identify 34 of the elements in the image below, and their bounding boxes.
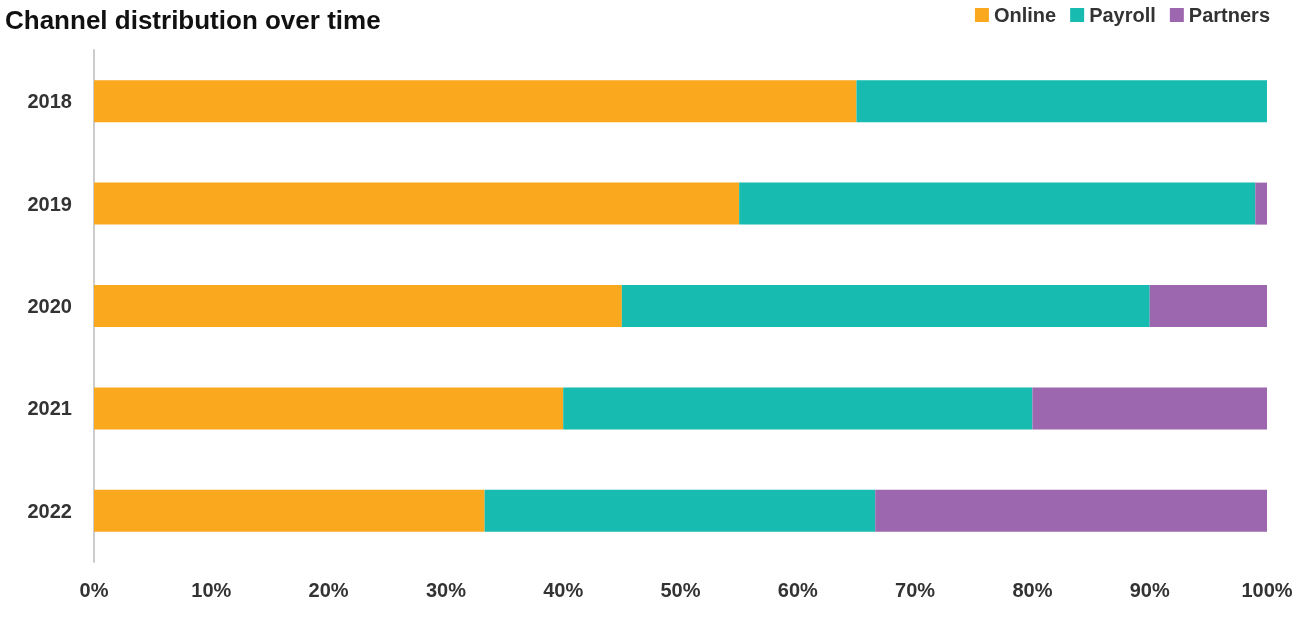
- legend-label: Online: [993, 4, 1057, 26]
- bar: [94, 489, 485, 532]
- bar: [1149, 285, 1267, 327]
- bar: [94, 387, 564, 430]
- legend-label: Payroll: [1089, 4, 1156, 26]
- bar: [1032, 387, 1267, 430]
- x-tick-label: 90%: [1129, 579, 1170, 601]
- bar: [739, 182, 1256, 225]
- bar: [621, 285, 1150, 327]
- bar: [1255, 182, 1267, 225]
- bar: [484, 489, 876, 532]
- y-tick-label: 2022: [27, 499, 72, 522]
- x-tick-label: 40%: [543, 579, 584, 601]
- x-tick-label: 30%: [425, 579, 467, 601]
- bar: [875, 489, 1267, 532]
- x-tick-label: 50%: [660, 579, 701, 601]
- y-tick-label: 2019: [27, 192, 72, 215]
- x-tick-label: 10%: [191, 579, 232, 601]
- bar: [94, 182, 740, 225]
- x-tick-label: 60%: [777, 579, 819, 601]
- chart-title: Channel distribution over time: [5, 5, 381, 35]
- y-tick-label: 2018: [27, 90, 72, 113]
- bar: [856, 80, 1267, 123]
- x-tick-label: 80%: [1012, 579, 1053, 601]
- y-tick-label: 2021: [27, 397, 72, 420]
- bar: [94, 285, 622, 327]
- y-tick-label: 2020: [27, 295, 72, 317]
- x-tick-label: 100%: [1241, 579, 1293, 601]
- x-tick-label: 70%: [895, 579, 936, 601]
- x-tick-label: 20%: [308, 579, 349, 601]
- bar: [563, 387, 1033, 430]
- legend-label: Partners: [1188, 4, 1270, 26]
- x-tick-label: 0%: [79, 579, 109, 601]
- bar: [94, 80, 857, 123]
